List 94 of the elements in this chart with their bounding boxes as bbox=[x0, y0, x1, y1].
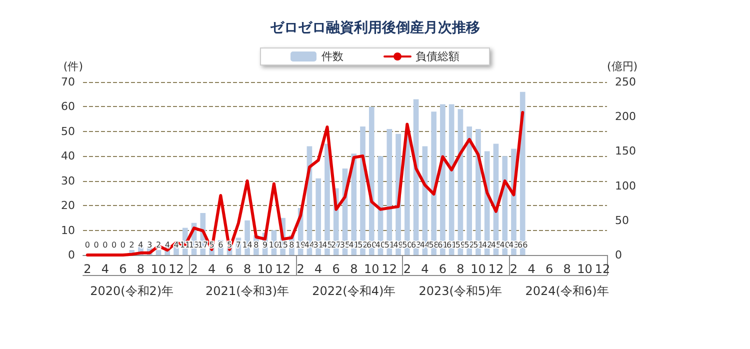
data-label: 31 bbox=[313, 240, 324, 250]
x-tick-label: 8 bbox=[350, 262, 358, 276]
x-tick-label: 8 bbox=[563, 262, 571, 276]
y2-tick-label: 0 bbox=[615, 248, 622, 262]
bar bbox=[440, 104, 446, 255]
x-tick-label: 4 bbox=[528, 262, 536, 276]
data-label: 4 bbox=[138, 240, 144, 250]
x-tick-label: 6 bbox=[545, 262, 554, 276]
x-tick-label: 2 bbox=[84, 262, 92, 276]
bar bbox=[156, 250, 162, 255]
x-tick-label: 10 bbox=[364, 262, 380, 276]
x-tick-label: 12 bbox=[382, 262, 398, 276]
data-label: 10 bbox=[268, 240, 280, 250]
x-tick-label: 6 bbox=[119, 262, 127, 276]
y-tick-label: 10 bbox=[61, 224, 75, 237]
bar bbox=[368, 106, 374, 255]
data-label: 42 bbox=[482, 240, 492, 250]
data-label: 52 bbox=[358, 240, 368, 250]
data-label: 4 bbox=[164, 240, 170, 250]
data-label: 0 bbox=[112, 240, 117, 250]
text: 2022(令和4)年 bbox=[312, 284, 396, 298]
y-tick-label: 30 bbox=[61, 174, 75, 188]
data-label: 9 bbox=[262, 240, 268, 250]
data-label: 13 bbox=[188, 240, 200, 250]
data-label: 41 bbox=[348, 240, 359, 250]
x-tick-label: 10 bbox=[470, 262, 486, 276]
x-tick-label: 2 bbox=[296, 262, 304, 276]
data-label: 44 bbox=[420, 240, 430, 250]
bar bbox=[316, 178, 322, 255]
data-label: 0 bbox=[102, 240, 108, 250]
y-axis-title: (件) bbox=[63, 60, 83, 73]
x-tick-label: 8 bbox=[136, 262, 145, 276]
x-tick-label: 10 bbox=[150, 262, 166, 276]
y2-tick-label: 200 bbox=[615, 110, 636, 124]
x-tick-label: 6 bbox=[226, 262, 234, 276]
legend-label: 件数 bbox=[322, 50, 344, 63]
text: 2023(令和5)年 bbox=[418, 284, 502, 298]
x-tick-label: 2 bbox=[403, 262, 411, 276]
data-label: 61 bbox=[446, 240, 457, 250]
data-label: 5 bbox=[209, 240, 214, 250]
data-label: 15 bbox=[278, 240, 288, 250]
y2-axis-title: (億円) bbox=[607, 60, 638, 73]
x-tick-label: 4 bbox=[101, 262, 110, 276]
text: 2024(令和6)年 bbox=[525, 284, 609, 298]
y-tick-label: 60 bbox=[61, 100, 75, 114]
data-label: 5 bbox=[226, 240, 232, 250]
data-label: 0 bbox=[94, 240, 99, 250]
x-tick-label: 10 bbox=[257, 262, 273, 276]
data-label: 6 bbox=[218, 240, 224, 250]
y-tick-label: 20 bbox=[61, 199, 75, 212]
data-label: 14 bbox=[242, 240, 252, 250]
y2-tick-label: 50 bbox=[615, 214, 629, 227]
data-label: 61 bbox=[438, 240, 448, 250]
legend-label: 負債総額 bbox=[416, 50, 460, 63]
x-tick-label: 8 bbox=[243, 262, 252, 276]
x-tick-label: 2 bbox=[510, 262, 518, 276]
x-tick-label: 8 bbox=[456, 262, 464, 276]
data-label: 7 bbox=[236, 240, 241, 250]
data-label: 2 bbox=[129, 240, 134, 250]
text: 2020(令和2)年 bbox=[90, 284, 174, 298]
data-label: 0 bbox=[84, 240, 90, 250]
data-label: 51 bbox=[473, 240, 484, 250]
bar bbox=[466, 126, 472, 255]
bar bbox=[324, 144, 330, 255]
y-tick-label: 40 bbox=[61, 150, 75, 163]
data-label: 17 bbox=[198, 240, 208, 250]
x-tick-label: 10 bbox=[577, 262, 592, 276]
data-label: 66 bbox=[518, 240, 528, 250]
data-label: 0 bbox=[120, 240, 126, 250]
x-tick-label: 6 bbox=[332, 262, 340, 276]
x-tick-label: 2 bbox=[190, 262, 198, 276]
y2-tick-label: 150 bbox=[615, 144, 636, 158]
data-label: 8 bbox=[254, 240, 259, 250]
x-tick-label: 12 bbox=[168, 262, 184, 276]
data-label: 8 bbox=[289, 240, 294, 250]
x-tick-label: 6 bbox=[438, 262, 447, 276]
data-label: 51 bbox=[384, 240, 394, 250]
data-label: 45 bbox=[322, 240, 332, 250]
chart-title: ゼロゼロ融資利用後倒産月次推移 bbox=[270, 19, 480, 36]
bar bbox=[386, 128, 392, 255]
x-tick-label: 12 bbox=[488, 262, 504, 276]
data-label: 27 bbox=[331, 240, 342, 250]
bar bbox=[431, 112, 436, 255]
x-tick-label: 4 bbox=[421, 262, 429, 276]
y-tick-label: 0 bbox=[68, 248, 75, 262]
data-label: 3 bbox=[147, 240, 152, 250]
x-tick-label: 12 bbox=[275, 262, 290, 276]
y2-tick-label: 250 bbox=[615, 76, 636, 88]
y-tick-label: 50 bbox=[61, 124, 75, 138]
x-tick-label: 4 bbox=[208, 262, 216, 276]
x-tick-label: 4 bbox=[314, 262, 322, 276]
text: 2021(令和3)年 bbox=[206, 284, 290, 298]
y-tick-label: 70 bbox=[61, 76, 75, 88]
y2-tick-label: 100 bbox=[615, 179, 636, 192]
